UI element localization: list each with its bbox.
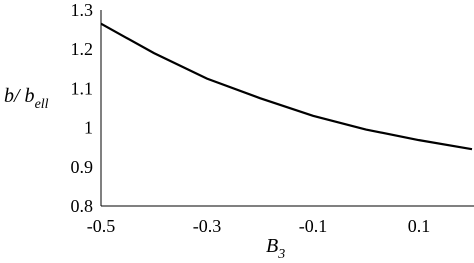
y-tick-label: 0.8 [71,196,94,216]
x-tick-label: -0.1 [299,216,328,236]
x-tick-label: 0.1 [408,216,431,236]
x-label-sub: 3 [277,247,285,262]
y-tick-label: 1.3 [71,0,94,20]
x-label-main: B [266,235,278,257]
y-tick-label: 1.2 [71,39,94,59]
y-tick-label: 0.9 [71,157,94,177]
data-line [100,22,473,151]
y-tick-label: 1.1 [71,78,94,98]
y-axis-label: b/ bell [4,85,49,112]
x-tick-label: -0.5 [87,216,116,236]
x-axis-label: B3 [266,235,285,262]
y-tick-label: 1 [84,118,93,138]
y-label-sub: ell [35,97,49,112]
y-label-main: b/ b [4,85,35,107]
x-tick-label: -0.3 [193,216,222,236]
